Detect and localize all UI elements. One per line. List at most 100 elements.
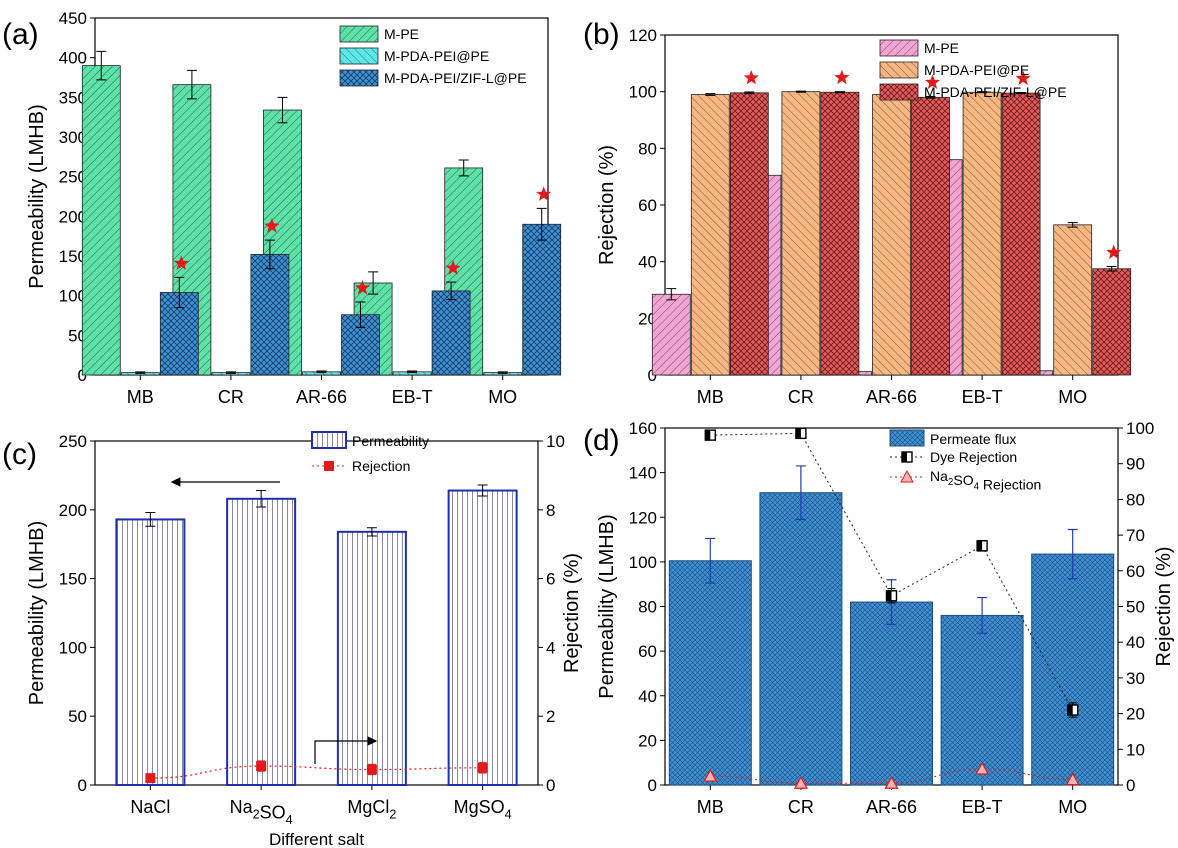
x-tick-label: EB-T xyxy=(392,387,433,407)
panel-label: (a) xyxy=(2,18,39,51)
bar xyxy=(729,92,769,376)
y-tick-label: 150 xyxy=(59,247,87,266)
panel-label: (b) xyxy=(583,18,620,51)
legend-label: M-PDA-PEI@PE xyxy=(924,62,1029,78)
bar xyxy=(850,601,933,786)
y-tick-label: 80 xyxy=(638,139,657,158)
legend-swatch xyxy=(879,39,919,57)
legend: M-PE M-PDA-PEI@PE M-PDA-PEI/ZIF-L@PE xyxy=(339,25,527,87)
data-point xyxy=(366,764,377,775)
y-tick-label: 100 xyxy=(629,83,657,102)
error-bar xyxy=(666,288,677,301)
bar xyxy=(1092,268,1132,376)
bar xyxy=(115,518,186,786)
axis-arrow-right xyxy=(314,736,378,764)
bar xyxy=(759,492,843,786)
chart-panel-1: (a)050100150200250300350400450Permeabili… xyxy=(2,9,562,407)
panel-label: (d) xyxy=(583,424,620,457)
y2-tick-label: 70 xyxy=(1126,526,1145,545)
legend-swatch xyxy=(889,429,925,447)
error-bar xyxy=(264,239,275,270)
y2-tick-label: 10 xyxy=(1126,740,1145,759)
error-bar xyxy=(834,91,845,94)
error-bar xyxy=(705,537,716,584)
error-bar xyxy=(477,484,488,497)
error-bar xyxy=(497,371,508,374)
legend: Permeate flux Dye Rejection Na2SO4 Rejecti… xyxy=(889,429,1041,492)
error-bar xyxy=(366,527,377,537)
y2-tick-label: 30 xyxy=(1126,669,1145,688)
y2-tick-label: 0 xyxy=(546,776,555,795)
legend-swatch xyxy=(339,47,379,65)
y-tick-label: 100 xyxy=(59,287,87,306)
x-tick-label: AR-66 xyxy=(866,387,917,407)
legend-label: Rejection xyxy=(352,458,410,474)
bar xyxy=(447,489,518,786)
error-bar xyxy=(1067,222,1078,228)
x-tick-label: AR-66 xyxy=(866,797,917,817)
legend-swatch xyxy=(879,83,919,101)
y-tick-label: 200 xyxy=(59,501,87,520)
y2-tick-label: 80 xyxy=(1126,490,1145,509)
legend-label: Dye Rejection xyxy=(930,449,1017,465)
y-tick-label: 50 xyxy=(68,707,87,726)
error-bar xyxy=(355,301,366,328)
error-bar xyxy=(925,95,936,99)
chart-panel-3: (c) 0 50 100 150 200 250 Permeability (LMHB) 0 2 4… xyxy=(2,431,583,848)
x-tick-label: MB xyxy=(697,387,724,407)
data-point-half xyxy=(795,428,801,439)
error-bar xyxy=(977,596,988,634)
y-axis-label: Permeability (LMHB) xyxy=(26,521,48,705)
error-bar xyxy=(96,50,107,81)
legend-marker xyxy=(900,469,914,483)
x-tick-label: Na2SO4 xyxy=(230,797,293,827)
bar xyxy=(820,91,860,376)
legend-label: Permeate flux xyxy=(930,431,1016,447)
y-axis-label: Permeability (LMHB) xyxy=(26,104,48,288)
x-axis-label: Different salt xyxy=(269,830,364,848)
data-point-half xyxy=(705,430,711,441)
legend-marker-half xyxy=(902,452,907,462)
y2-tick-label: 6 xyxy=(546,570,555,589)
error-bar xyxy=(225,371,236,374)
y2-tick-label: 4 xyxy=(546,638,555,657)
data-point-half xyxy=(886,590,892,601)
x-tick-label: NaCl xyxy=(130,797,170,817)
bar xyxy=(522,223,562,376)
y-tick-label: 350 xyxy=(59,88,87,107)
bar xyxy=(1001,92,1041,376)
bar xyxy=(962,91,1002,376)
x-tick-label: EB-T xyxy=(962,387,1003,407)
data-point xyxy=(256,761,267,772)
error-bar xyxy=(256,490,267,508)
y-tick-label: 140 xyxy=(629,464,657,483)
x-tick-label: MO xyxy=(1058,387,1087,407)
bar xyxy=(872,94,911,376)
data-point xyxy=(703,768,718,782)
error-bar xyxy=(1016,92,1027,95)
data-point-half xyxy=(1067,705,1073,716)
y-tick-label: 250 xyxy=(59,168,87,187)
legend-swatch xyxy=(339,69,379,87)
bar xyxy=(690,94,730,376)
x-tick-label: AR-66 xyxy=(296,387,347,407)
y-tick-label: 300 xyxy=(59,128,87,147)
bar xyxy=(1053,224,1093,376)
bar xyxy=(226,497,297,786)
y-tick-label: 120 xyxy=(629,26,657,45)
y2-axis-label: Rejection (%) xyxy=(1153,546,1175,666)
y2-tick-label: 0 xyxy=(1126,776,1135,795)
bar xyxy=(781,91,821,376)
error-bar xyxy=(316,370,327,374)
y-tick-label: 100 xyxy=(59,638,87,657)
error-bar xyxy=(407,370,418,374)
y2-tick-label: 2 xyxy=(546,707,555,726)
y2-tick-label: 8 xyxy=(546,501,555,520)
data-point xyxy=(975,761,990,775)
y-tick-label: 0 xyxy=(78,366,87,385)
bar xyxy=(250,254,290,376)
legend-label: M-PDA-PEI@PE xyxy=(384,48,489,64)
error-bar xyxy=(186,69,197,100)
y-tick-label: 160 xyxy=(629,419,657,438)
x-tick-label: CR xyxy=(788,797,814,817)
